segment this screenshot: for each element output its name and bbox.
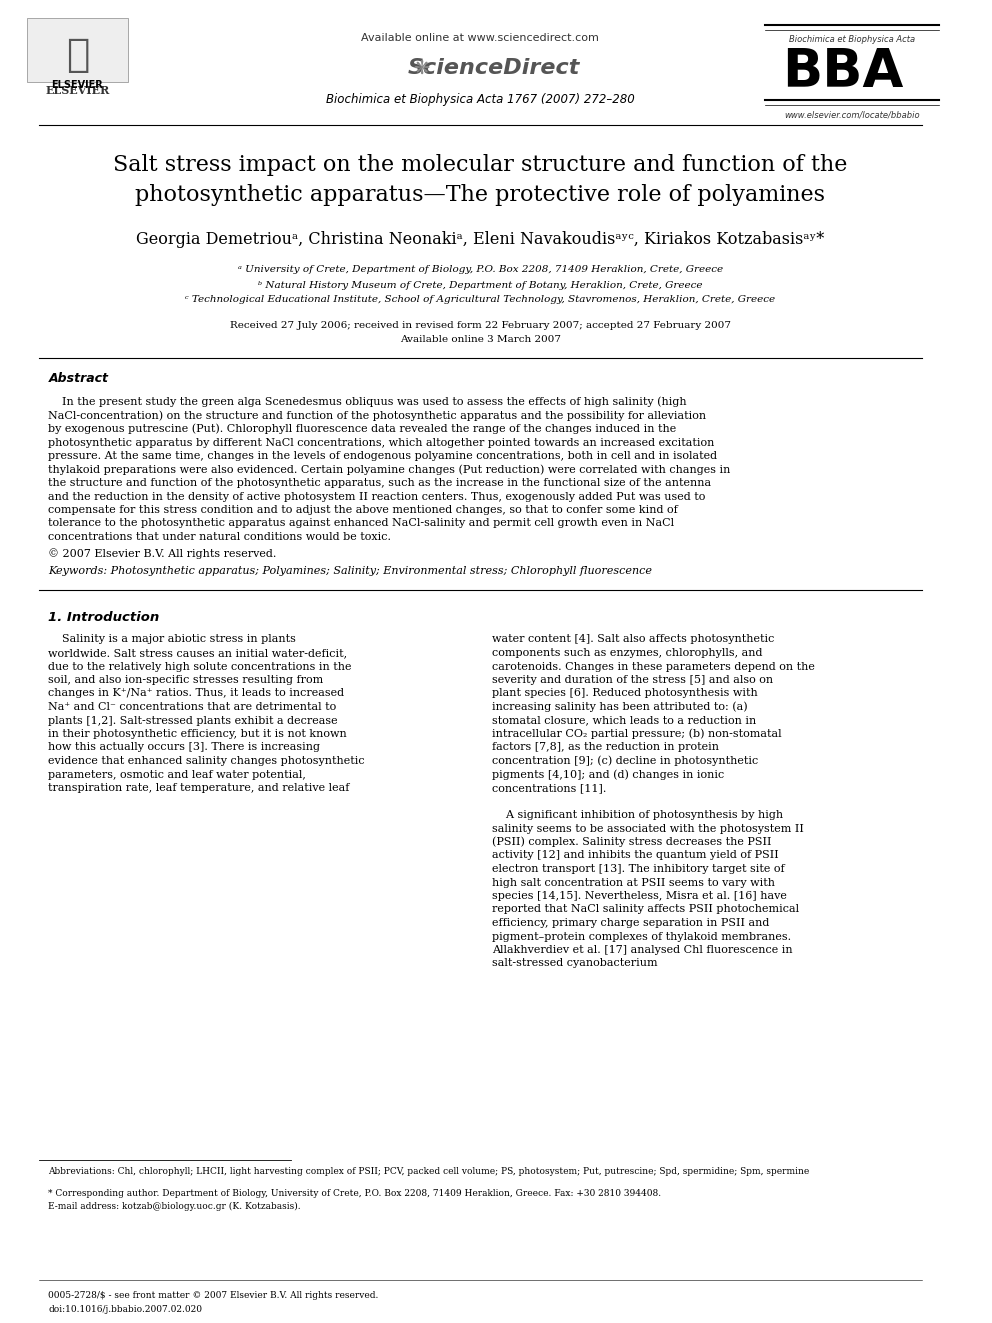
Text: 🌳: 🌳 [65, 36, 89, 74]
Text: ELSEVIER: ELSEVIER [46, 85, 109, 95]
Text: 0005-2728/$ - see front matter © 2007 Elsevier B.V. All rights reserved.: 0005-2728/$ - see front matter © 2007 El… [49, 1290, 379, 1299]
Text: pigment–protein complexes of thylakoid membranes.: pigment–protein complexes of thylakoid m… [492, 931, 792, 942]
Text: NaCl-concentration) on the structure and function of the photosynthetic apparatu: NaCl-concentration) on the structure and… [49, 410, 706, 421]
Text: pigments [4,10]; and (d) changes in ionic: pigments [4,10]; and (d) changes in ioni… [492, 769, 724, 779]
Text: concentration [9]; (c) decline in photosynthetic: concentration [9]; (c) decline in photos… [492, 755, 758, 766]
Text: Abstract: Abstract [49, 372, 108, 385]
Text: BBA: BBA [782, 46, 904, 98]
Text: soil, and also ion-specific stresses resulting from: soil, and also ion-specific stresses res… [49, 675, 323, 685]
Text: how this actually occurs [3]. There is increasing: how this actually occurs [3]. There is i… [49, 742, 320, 753]
Text: intracellular CO₂ partial pressure; (b) non-stomatal: intracellular CO₂ partial pressure; (b) … [492, 729, 782, 740]
Text: carotenoids. Changes in these parameters depend on the: carotenoids. Changes in these parameters… [492, 662, 814, 672]
Text: plants [1,2]. Salt-stressed plants exhibit a decrease: plants [1,2]. Salt-stressed plants exhib… [49, 716, 338, 725]
Text: ᶜ Technological Educational Institute, School of Agricultural Technology, Stavro: ᶜ Technological Educational Institute, S… [186, 295, 776, 304]
Text: worldwide. Salt stress causes an initial water-deficit,: worldwide. Salt stress causes an initial… [49, 648, 347, 658]
Text: due to the relatively high solute concentrations in the: due to the relatively high solute concen… [49, 662, 352, 672]
Text: the structure and function of the photosynthetic apparatus, such as the increase: the structure and function of the photos… [49, 478, 711, 488]
Text: activity [12] and inhibits the quantum yield of PSII: activity [12] and inhibits the quantum y… [492, 851, 779, 860]
Text: water content [4]. Salt also affects photosynthetic: water content [4]. Salt also affects pho… [492, 635, 775, 644]
Text: parameters, osmotic and leaf water potential,: parameters, osmotic and leaf water poten… [49, 770, 307, 779]
Text: reported that NaCl salinity affects PSII photochemical: reported that NaCl salinity affects PSII… [492, 905, 800, 914]
Text: salt-stressed cyanobacterium: salt-stressed cyanobacterium [492, 958, 658, 968]
Text: evidence that enhanced salinity changes photosynthetic: evidence that enhanced salinity changes … [49, 755, 365, 766]
Text: stomatal closure, which leads to a reduction in: stomatal closure, which leads to a reduc… [492, 716, 756, 725]
Text: species [14,15]. Nevertheless, Misra et al. [16] have: species [14,15]. Nevertheless, Misra et … [492, 890, 787, 901]
Text: © 2007 Elsevier B.V. All rights reserved.: © 2007 Elsevier B.V. All rights reserved… [49, 548, 277, 558]
Text: thylakoid preparations were also evidenced. Certain polyamine changes (Put reduc: thylakoid preparations were also evidenc… [49, 464, 731, 475]
Text: ScienceDirect: ScienceDirect [408, 58, 580, 78]
Text: factors [7,8], as the reduction in protein: factors [7,8], as the reduction in prote… [492, 742, 719, 753]
Text: high salt concentration at PSII seems to vary with: high salt concentration at PSII seems to… [492, 877, 775, 888]
Text: increasing salinity has been attributed to: (a): increasing salinity has been attributed … [492, 701, 748, 712]
Text: * Corresponding author. Department of Biology, University of Crete, P.O. Box 220: * Corresponding author. Department of Bi… [49, 1189, 662, 1199]
Text: severity and duration of the stress [5] and also on: severity and duration of the stress [5] … [492, 675, 773, 685]
Text: Available online 3 March 2007: Available online 3 March 2007 [400, 336, 560, 344]
Text: www.elsevier.com/locate/bbabio: www.elsevier.com/locate/bbabio [785, 111, 921, 119]
Text: and the reduction in the density of active photosystem II reaction centers. Thus: and the reduction in the density of acti… [49, 492, 705, 501]
Text: ❋: ❋ [413, 58, 430, 78]
Text: A significant inhibition of photosynthesis by high: A significant inhibition of photosynthes… [492, 810, 783, 820]
Text: Allakhverdiev et al. [17] analysed Chl fluorescence in: Allakhverdiev et al. [17] analysed Chl f… [492, 945, 793, 955]
Text: ELSEVIER: ELSEVIER [52, 79, 103, 90]
Text: concentrations that under natural conditions would be toxic.: concentrations that under natural condit… [49, 532, 392, 542]
Text: Georgia Demetriouᵃ, Christina Neonakiᵃ, Eleni Navakoudisᵃʸᶜ, Kiriakos Kotzabasis: Georgia Demetriouᵃ, Christina Neonakiᵃ, … [136, 232, 824, 249]
Text: Abbreviations: Chl, chlorophyll; LHCII, light harvesting complex of PSII; PCV, p: Abbreviations: Chl, chlorophyll; LHCII, … [49, 1167, 809, 1176]
Text: concentrations [11].: concentrations [11]. [492, 783, 606, 792]
Text: changes in K⁺/Na⁺ ratios. Thus, it leads to increased: changes in K⁺/Na⁺ ratios. Thus, it leads… [49, 688, 344, 699]
Text: ᵃ University of Crete, Department of Biology, P.O. Box 2208, 71409 Heraklion, Cr: ᵃ University of Crete, Department of Bio… [238, 266, 723, 274]
Text: Salinity is a major abiotic stress in plants: Salinity is a major abiotic stress in pl… [49, 635, 297, 644]
FancyBboxPatch shape [27, 19, 128, 82]
Text: ᵇ Natural History Museum of Crete, Department of Botany, Heraklion, Crete, Greec: ᵇ Natural History Museum of Crete, Depar… [258, 280, 702, 290]
Text: electron transport [13]. The inhibitory target site of: electron transport [13]. The inhibitory … [492, 864, 785, 875]
Text: Keywords: Photosynthetic apparatus; Polyamines; Salinity; Environmental stress; : Keywords: Photosynthetic apparatus; Poly… [49, 566, 653, 577]
Text: Available online at www.sciencedirect.com: Available online at www.sciencedirect.co… [361, 33, 599, 44]
Text: tolerance to the photosynthetic apparatus against enhanced NaCl-salinity and per: tolerance to the photosynthetic apparatu… [49, 519, 675, 528]
Text: compensate for this stress condition and to adjust the above mentioned changes, : compensate for this stress condition and… [49, 505, 679, 515]
Text: efficiency, primary charge separation in PSII and: efficiency, primary charge separation in… [492, 918, 770, 927]
Text: transpiration rate, leaf temperature, and relative leaf: transpiration rate, leaf temperature, an… [49, 783, 350, 792]
Text: components such as enzymes, chlorophylls, and: components such as enzymes, chlorophylls… [492, 648, 763, 658]
Text: 1. Introduction: 1. Introduction [49, 611, 160, 624]
Text: in their photosynthetic efficiency, but it is not known: in their photosynthetic efficiency, but … [49, 729, 347, 740]
Text: Biochimica et Biophysica Acta: Biochimica et Biophysica Acta [790, 36, 916, 45]
Text: Biochimica et Biophysica Acta 1767 (2007) 272–280: Biochimica et Biophysica Acta 1767 (2007… [326, 94, 635, 106]
Text: by exogenous putrescine (Put). Chlorophyll fluorescence data revealed the range : by exogenous putrescine (Put). Chlorophy… [49, 423, 677, 434]
Text: doi:10.1016/j.bbabio.2007.02.020: doi:10.1016/j.bbabio.2007.02.020 [49, 1304, 202, 1314]
Text: photosynthetic apparatus—The protective role of polyamines: photosynthetic apparatus—The protective … [135, 184, 825, 206]
Text: photosynthetic apparatus by different NaCl concentrations, which altogether poin: photosynthetic apparatus by different Na… [49, 438, 715, 447]
Text: plant species [6]. Reduced photosynthesis with: plant species [6]. Reduced photosynthesi… [492, 688, 758, 699]
Text: E-mail address: kotzab@biology.uoc.gr (K. Kotzabasis).: E-mail address: kotzab@biology.uoc.gr (K… [49, 1201, 301, 1211]
Text: In the present study the green alga Scenedesmus obliquus was used to assess the : In the present study the green alga Scen… [49, 397, 687, 407]
Text: pressure. At the same time, changes in the levels of endogenous polyamine concen: pressure. At the same time, changes in t… [49, 451, 717, 460]
Text: Received 27 July 2006; received in revised form 22 February 2007; accepted 27 Fe: Received 27 July 2006; received in revis… [230, 320, 731, 329]
Text: salinity seems to be associated with the photosystem II: salinity seems to be associated with the… [492, 823, 804, 833]
Text: Salt stress impact on the molecular structure and function of the: Salt stress impact on the molecular stru… [113, 153, 847, 176]
Text: (PSII) complex. Salinity stress decreases the PSII: (PSII) complex. Salinity stress decrease… [492, 836, 772, 847]
Text: Na⁺ and Cl⁻ concentrations that are detrimental to: Na⁺ and Cl⁻ concentrations that are detr… [49, 703, 336, 712]
